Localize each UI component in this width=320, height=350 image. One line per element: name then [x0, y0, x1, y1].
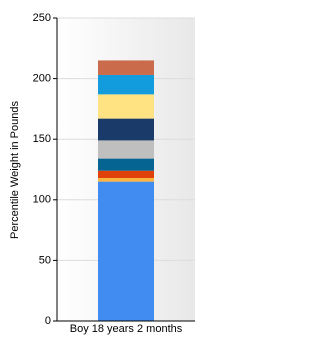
y-tick-label: 250	[33, 12, 51, 24]
x-tick-label: Boy 18 years 2 months	[70, 323, 183, 335]
bar-segment	[98, 181, 154, 321]
bar-segment	[98, 74, 154, 95]
bar-segment	[98, 60, 154, 75]
y-tick-label: 100	[33, 194, 51, 206]
y-axis-label: Percentile Weight in Pounds	[9, 101, 21, 239]
y-tick-label: 150	[33, 133, 51, 145]
bar-segment	[98, 170, 154, 178]
y-tick-label: 50	[39, 254, 51, 266]
y-tick-label: 200	[33, 73, 51, 85]
y-tick-label: 0	[45, 315, 51, 327]
bar-segment	[98, 158, 154, 171]
bar-segment	[98, 94, 154, 119]
bar-segment	[98, 118, 154, 141]
bar-segment	[98, 177, 154, 182]
chart: Percentile Weight in Pounds 0 50 100 150 200…	[9, 12, 195, 335]
bar-segment	[98, 140, 154, 159]
